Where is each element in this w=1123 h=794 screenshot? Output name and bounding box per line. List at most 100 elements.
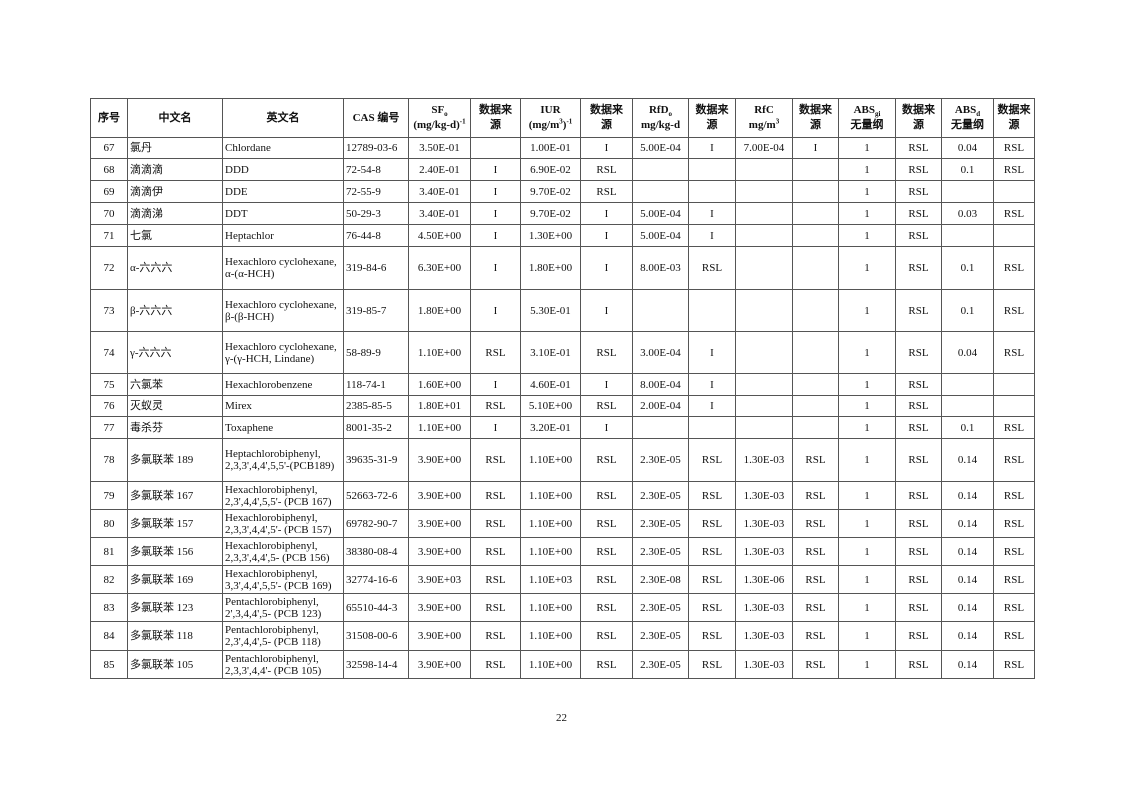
table-cell: 1 bbox=[838, 416, 896, 439]
table-cell: RSL bbox=[688, 650, 736, 679]
table-cell: 3.50E-01 bbox=[408, 137, 471, 159]
table-cell: I bbox=[580, 137, 633, 159]
table-cell: 1.30E+00 bbox=[520, 224, 581, 247]
table-cell: 319-85-7 bbox=[343, 289, 409, 332]
table-cell: I bbox=[688, 137, 736, 159]
table-row: 72 α-六六六 Hexachloro cyclohexane, α-(α-HCH)… bbox=[90, 246, 1035, 290]
table-cell: 0.03 bbox=[941, 202, 994, 225]
table-cell: 77 bbox=[90, 416, 128, 439]
toxicity-parameters-table: 序号 中文名 英文名 CAS 编号 SFo (mg/kg-d)-1 数据来源 IUR (mg/m… bbox=[90, 98, 1035, 679]
table-cell: 8.00E-04 bbox=[632, 373, 689, 396]
header-text: 数据来 bbox=[997, 104, 1031, 116]
table-cell: 12789-03-6 bbox=[343, 137, 409, 159]
table-cell: 8001-35-2 bbox=[343, 416, 409, 439]
table-cell: 多氯联苯 167 bbox=[127, 481, 223, 510]
table-row: 78 多氯联苯 189 Heptachlorobiphenyl, 2,3,3',4,… bbox=[90, 438, 1035, 482]
table-cell: RSL bbox=[895, 373, 942, 396]
table-cell: 0.1 bbox=[941, 158, 994, 181]
table-cell: 1 bbox=[838, 246, 896, 290]
table-cell: 39635-31-9 bbox=[343, 438, 409, 482]
table-cell: 0.14 bbox=[941, 509, 994, 538]
header-text: 数据来 bbox=[695, 104, 729, 116]
table-cell: RSL bbox=[688, 621, 736, 651]
table-row: 70 滴滴涕 DDT 50-29-3 3.40E-01 I 9.70E-02 I 5.00E-0… bbox=[90, 202, 1035, 225]
table-cell: 多氯联苯 189 bbox=[127, 438, 223, 482]
table-cell: I bbox=[470, 246, 521, 290]
table-cell: 80 bbox=[90, 509, 128, 538]
table-cell: 2.30E-05 bbox=[632, 537, 689, 566]
table-cell: 83 bbox=[90, 593, 128, 622]
column-header: RfDo mg/kg-d bbox=[632, 98, 689, 138]
table-cell: RSL bbox=[792, 565, 839, 594]
table-cell: 3.40E-01 bbox=[408, 202, 471, 225]
table-cell: 1.30E-03 bbox=[735, 481, 793, 510]
table-cell: RSL bbox=[580, 158, 633, 181]
table-cell: 0.14 bbox=[941, 650, 994, 679]
table-cell: 1 bbox=[838, 180, 896, 203]
table-header-row: 序号 中文名 英文名 CAS 编号 SFo (mg/kg-d)-1 数据来源 IUR (mg/m… bbox=[90, 98, 1035, 138]
table-cell: 3.20E-01 bbox=[520, 416, 581, 439]
table-cell: 2.30E-05 bbox=[632, 621, 689, 651]
table-cell: RSL bbox=[895, 202, 942, 225]
table-cell: I bbox=[470, 224, 521, 247]
table-cell: 氯丹 bbox=[127, 137, 223, 159]
table-cell: Hexachloro cyclohexane, γ-(γ-HCH, Lindan… bbox=[222, 331, 344, 374]
table-cell: RSL bbox=[993, 202, 1035, 225]
column-header: 数据来源 bbox=[895, 98, 942, 138]
table-cell: 0.14 bbox=[941, 593, 994, 622]
table-cell: 1 bbox=[838, 650, 896, 679]
column-header: ABSd 无量纲 bbox=[941, 98, 994, 138]
table-cell: RSL bbox=[895, 137, 942, 159]
header-text: (mg/kg-d) bbox=[413, 119, 460, 131]
table-row: 69 滴滴伊 DDE 72-55-9 3.40E-01 I 9.70E-02 RSL 1 RSL bbox=[90, 180, 1035, 203]
table-cell: 1 bbox=[838, 438, 896, 482]
table-cell: RSL bbox=[580, 180, 633, 203]
table-cell: I bbox=[580, 224, 633, 247]
table-cell: 5.30E-01 bbox=[520, 289, 581, 332]
table-cell: 3.90E+00 bbox=[408, 438, 471, 482]
table-cell: 1.80E+00 bbox=[408, 289, 471, 332]
table-cell bbox=[941, 224, 994, 247]
table-cell: RSL bbox=[470, 481, 521, 510]
header-text: RfD bbox=[648, 104, 669, 116]
table-cell: 多氯联苯 169 bbox=[127, 565, 223, 594]
table-cell: RSL bbox=[895, 537, 942, 566]
table-cell: I bbox=[470, 416, 521, 439]
table-cell: I bbox=[688, 202, 736, 225]
table-cell: I bbox=[580, 246, 633, 290]
table-cell: RSL bbox=[688, 438, 736, 482]
table-cell: 1.10E+00 bbox=[520, 621, 581, 651]
table-cell: RSL bbox=[580, 438, 633, 482]
table-row: 82 多氯联苯 169 Hexachlorobiphenyl, 3,3',4,4',… bbox=[90, 565, 1035, 594]
table-cell: RSL bbox=[580, 481, 633, 510]
table-cell: RSL bbox=[688, 593, 736, 622]
table-cell bbox=[993, 373, 1035, 396]
table-cell: Hexachlorobiphenyl, 2,3,3',4,4',5- (PCB … bbox=[222, 537, 344, 566]
table-row: 75 六氯苯 Hexachlorobenzene 118-74-1 1.60E+00 I 4… bbox=[90, 373, 1035, 396]
header-text: 源 bbox=[706, 119, 718, 131]
table-cell: 0.04 bbox=[941, 331, 994, 374]
header-text: mg/m bbox=[748, 119, 776, 131]
table-row: 76 灭蚁灵 Mirex 2385-85-5 1.80E+01 RSL 5.10E+00 RS… bbox=[90, 395, 1035, 417]
table-cell: RSL bbox=[792, 509, 839, 538]
header-text: SF bbox=[431, 104, 445, 116]
table-cell bbox=[735, 246, 793, 290]
table-cell: 8.00E-03 bbox=[632, 246, 689, 290]
table-cell: RSL bbox=[688, 481, 736, 510]
table-cell: RSL bbox=[993, 650, 1035, 679]
header-text: ABS bbox=[954, 104, 977, 116]
table-row: 68 滴滴滴 DDD 72-54-8 2.40E-01 I 6.90E-02 RSL 1 RSL 0… bbox=[90, 158, 1035, 181]
table-cell: I bbox=[470, 180, 521, 203]
table-cell: RSL bbox=[580, 509, 633, 538]
table-cell: 1 bbox=[838, 593, 896, 622]
table-cell bbox=[632, 416, 689, 439]
table-cell: 七氯 bbox=[127, 224, 223, 247]
table-cell: 1.60E+00 bbox=[408, 373, 471, 396]
table-cell: 52663-72-6 bbox=[343, 481, 409, 510]
table-cell: 1.10E+00 bbox=[520, 593, 581, 622]
table-cell bbox=[792, 224, 839, 247]
table-cell: 1.10E+03 bbox=[520, 565, 581, 594]
table-cell: 0.04 bbox=[941, 137, 994, 159]
table-cell: 84 bbox=[90, 621, 128, 651]
table-cell: 1 bbox=[838, 373, 896, 396]
